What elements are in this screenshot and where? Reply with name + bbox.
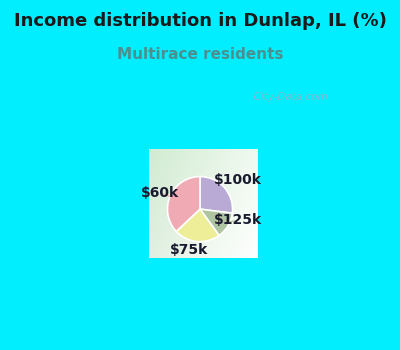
Text: Income distribution in Dunlap, IL (%): Income distribution in Dunlap, IL (%)	[14, 12, 386, 30]
Wedge shape	[200, 176, 232, 213]
Wedge shape	[168, 176, 200, 231]
Text: $60k: $60k	[141, 186, 179, 200]
Wedge shape	[176, 209, 219, 241]
Text: $125k: $125k	[214, 213, 262, 227]
Text: $75k: $75k	[170, 237, 208, 257]
Text: $100k: $100k	[214, 173, 262, 191]
Wedge shape	[200, 209, 232, 236]
Text: City-Data.com: City-Data.com	[247, 92, 328, 103]
Text: Multirace residents: Multirace residents	[117, 47, 283, 62]
